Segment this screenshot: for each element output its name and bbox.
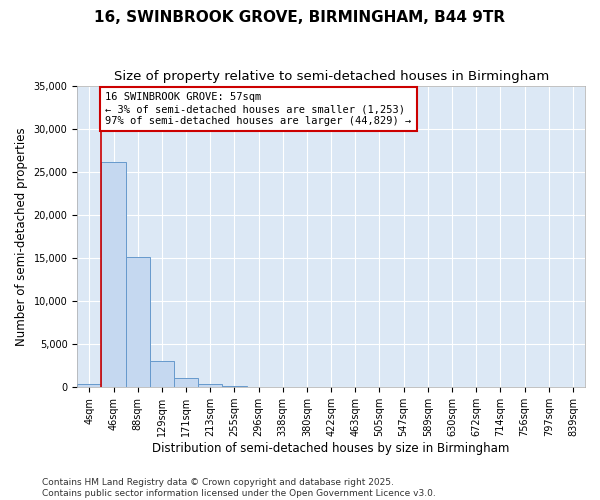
Bar	[125, 257, 150, 387]
Bar	[101, 162, 125, 387]
Bar	[223, 386, 247, 387]
Bar	[77, 384, 101, 387]
Bar	[198, 384, 223, 387]
Text: 16, SWINBROOK GROVE, BIRMINGHAM, B44 9TR: 16, SWINBROOK GROVE, BIRMINGHAM, B44 9TR	[94, 10, 506, 25]
Bar	[150, 360, 174, 387]
Text: Contains HM Land Registry data © Crown copyright and database right 2025.
Contai: Contains HM Land Registry data © Crown c…	[42, 478, 436, 498]
Title: Size of property relative to semi-detached houses in Birmingham: Size of property relative to semi-detach…	[113, 70, 549, 83]
Bar	[174, 378, 198, 387]
Text: 16 SWINBROOK GROVE: 57sqm
← 3% of semi-detached houses are smaller (1,253)
97% o: 16 SWINBROOK GROVE: 57sqm ← 3% of semi-d…	[105, 92, 412, 126]
Y-axis label: Number of semi-detached properties: Number of semi-detached properties	[15, 127, 28, 346]
X-axis label: Distribution of semi-detached houses by size in Birmingham: Distribution of semi-detached houses by …	[152, 442, 510, 455]
